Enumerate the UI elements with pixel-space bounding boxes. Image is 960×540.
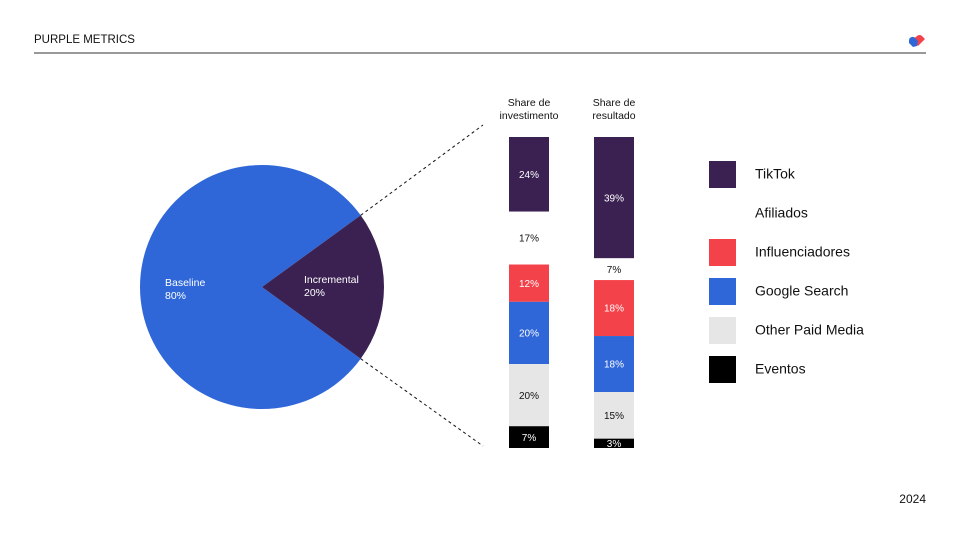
legend-swatch (709, 239, 736, 266)
bar-value-label: 15% (604, 411, 624, 422)
bar-segment (509, 137, 549, 212)
legend-label: Google Search (755, 283, 848, 299)
bar-value-label: 18% (604, 304, 624, 315)
pie-label: Baseline (165, 277, 205, 289)
pie-slice (139, 165, 361, 409)
bar-segment (509, 426, 549, 448)
bar-segment (594, 438, 634, 448)
header-title: PURPLE METRICS (34, 34, 135, 46)
connector (360, 358, 484, 447)
bar-value-label: 17% (519, 234, 539, 245)
pie-value-label: 80% (165, 290, 186, 302)
column-header: Share de resultado (592, 97, 636, 122)
bar-value-label: 3% (607, 439, 622, 450)
logo (909, 35, 925, 47)
year: 2024 (899, 492, 926, 506)
bar-value-label: 24% (519, 170, 539, 181)
bar-segment (594, 336, 634, 393)
bar-segment (509, 264, 549, 302)
legend-swatch (709, 356, 736, 383)
bar-value-label: 18% (604, 360, 624, 371)
legend-swatch (709, 317, 736, 344)
legend-label: Afiliados (755, 205, 808, 221)
column-header: Share de investimento (499, 97, 559, 122)
bar-value-label: 39% (604, 193, 624, 204)
legend-swatch (709, 161, 736, 188)
bar-segment (594, 392, 634, 439)
bar-segment (509, 301, 549, 365)
legend-swatch (709, 278, 736, 305)
bar-segment (594, 280, 634, 337)
bar-segment (594, 137, 634, 259)
pie-value-label: 20% (304, 287, 325, 299)
bar-value-label: 7% (607, 265, 622, 276)
bar-value-label: 12% (519, 279, 539, 290)
pie-label: Incremental (304, 274, 359, 286)
bar-segment (509, 211, 549, 265)
bar-segment (594, 258, 634, 281)
bar-segment (509, 364, 549, 427)
connector (360, 124, 484, 216)
legend-label: Other Paid Media (755, 322, 864, 338)
legend-label: Influenciadores (755, 244, 850, 260)
legend-label: Eventos (755, 361, 806, 377)
pie-slice (262, 215, 384, 359)
bar-value-label: 7% (522, 433, 537, 444)
bar-value-label: 20% (519, 329, 539, 340)
legend-swatch (709, 200, 736, 227)
bar-value-label: 20% (519, 391, 539, 402)
legend-label: TikTok (755, 166, 796, 182)
